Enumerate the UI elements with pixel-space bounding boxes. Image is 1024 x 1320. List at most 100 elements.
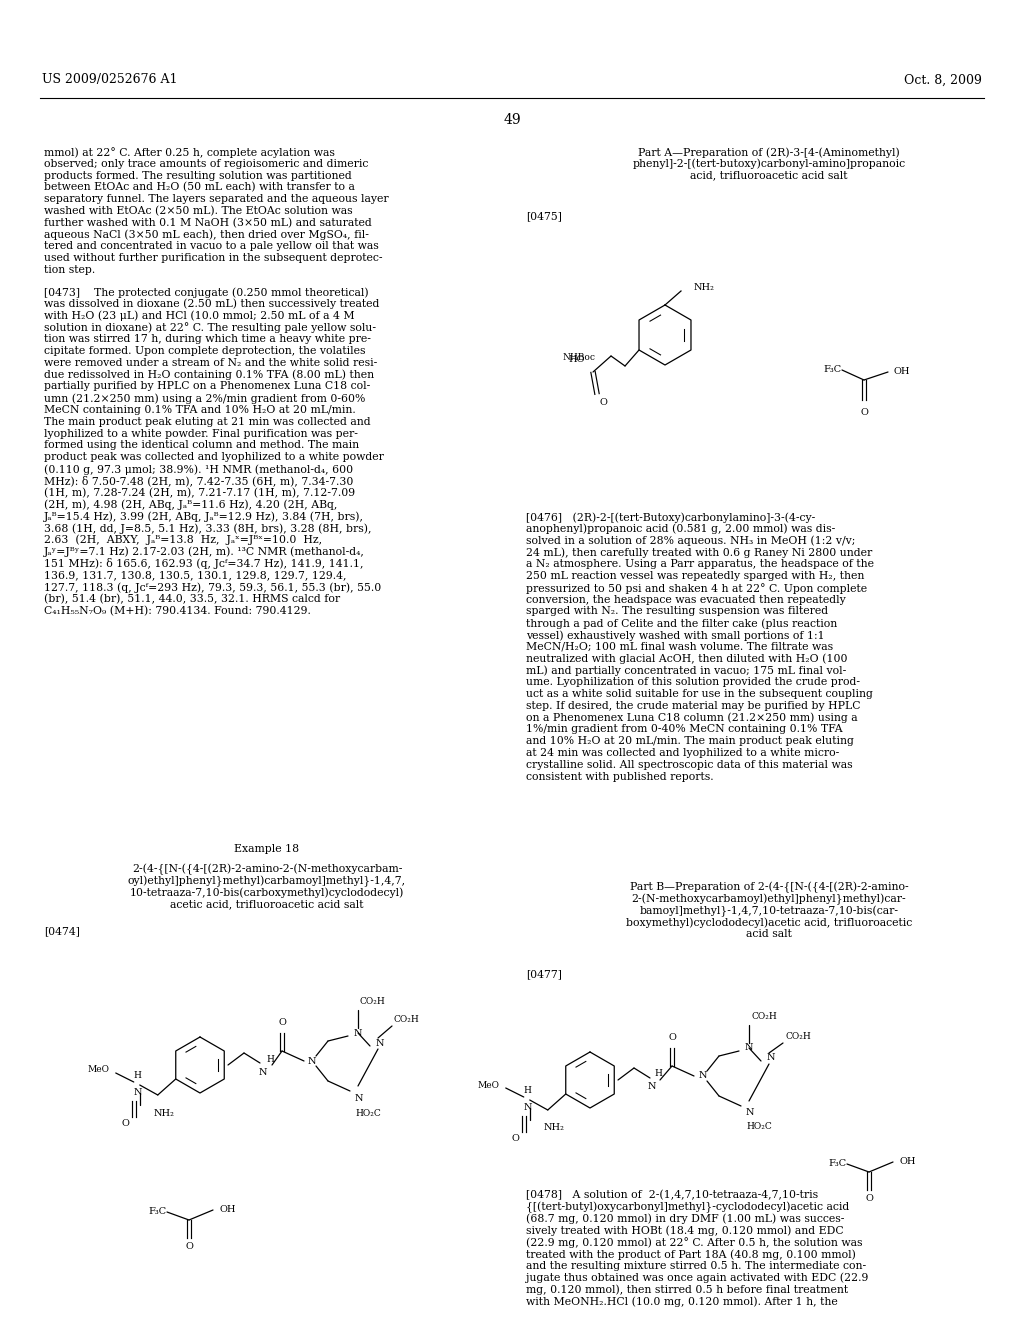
Text: N: N	[746, 1107, 755, 1117]
Text: OH: OH	[219, 1205, 236, 1214]
Text: (68.7 mg, 0.120 mmol) in dry DMF (1.00 mL) was succes-: (68.7 mg, 0.120 mmol) in dry DMF (1.00 m…	[526, 1213, 845, 1224]
Text: (0.110 g, 97.3 μmol; 38.9%). ¹H NMR (methanol-d₄, 600: (0.110 g, 97.3 μmol; 38.9%). ¹H NMR (met…	[44, 465, 353, 475]
Text: between EtOAc and H₂O (50 mL each) with transfer to a: between EtOAc and H₂O (50 mL each) with …	[44, 182, 355, 193]
Text: N: N	[745, 1044, 754, 1052]
Text: tered and concentrated in vacuo to a pale yellow oil that was: tered and concentrated in vacuo to a pal…	[44, 242, 379, 251]
Text: sparged with N₂. The resulting suspension was filtered: sparged with N₂. The resulting suspensio…	[526, 606, 828, 616]
Text: due redissolved in H₂O containing 0.1% TFA (8.00 mL) then: due redissolved in H₂O containing 0.1% T…	[44, 370, 374, 380]
Text: bamoyl]methyl}-1,4,7,10-tetraaza-7,10-bis(car-: bamoyl]methyl}-1,4,7,10-tetraaza-7,10-bi…	[640, 906, 898, 917]
Text: [0477]: [0477]	[526, 969, 562, 979]
Text: [0473]    The protected conjugate (0.250 mmol theoretical): [0473] The protected conjugate (0.250 mm…	[44, 286, 369, 297]
Text: pressurized to 50 psi and shaken 4 h at 22° C. Upon complete: pressurized to 50 psi and shaken 4 h at …	[526, 583, 867, 594]
Text: sively treated with HOBt (18.4 mg, 0.120 mmol) and EDC: sively treated with HOBt (18.4 mg, 0.120…	[526, 1225, 844, 1236]
Text: partially purified by HPLC on a Phenomenex Luna C18 col-: partially purified by HPLC on a Phenomen…	[44, 381, 371, 392]
Text: acid salt: acid salt	[746, 929, 792, 940]
Text: vessel) exhaustively washed with small portions of 1:1: vessel) exhaustively washed with small p…	[526, 630, 824, 640]
Text: N: N	[699, 1072, 708, 1081]
Text: jugate thus obtained was once again activated with EDC (22.9: jugate thus obtained was once again acti…	[526, 1272, 868, 1283]
Text: further washed with 0.1 M NaOH (3×50 mL) and saturated: further washed with 0.1 M NaOH (3×50 mL)…	[44, 218, 372, 228]
Text: product peak was collected and lyophilized to a white powder: product peak was collected and lyophiliz…	[44, 453, 384, 462]
Text: mL) and partially concentrated in vacuo; 175 mL final vol-: mL) and partially concentrated in vacuo;…	[526, 665, 846, 676]
Text: H: H	[654, 1068, 662, 1077]
Text: neutralized with glacial AcOH, then diluted with H₂O (100: neutralized with glacial AcOH, then dilu…	[526, 653, 848, 664]
Text: with MeONH₂.HCl (10.0 mg, 0.120 mmol). After 1 h, the: with MeONH₂.HCl (10.0 mg, 0.120 mmol). A…	[526, 1296, 838, 1307]
Text: mmol) at 22° C. After 0.25 h, complete acylation was: mmol) at 22° C. After 0.25 h, complete a…	[44, 147, 335, 158]
Text: 2.63  (2H,  ABXY,  Jₐᴮ=13.8  Hz,  Jₐˣ=Jᴮˣ=10.0  Hz,: 2.63 (2H, ABXY, Jₐᴮ=13.8 Hz, Jₐˣ=Jᴮˣ=10.…	[44, 535, 323, 545]
Text: separatory funnel. The layers separated and the aqueous layer: separatory funnel. The layers separated …	[44, 194, 389, 205]
Text: oyl)ethyl]phenyl}methyl)carbamoyl]methyl}-1,4,7,: oyl)ethyl]phenyl}methyl)carbamoyl]methyl…	[128, 875, 407, 887]
Text: H: H	[134, 1071, 141, 1080]
Text: Jₐʸ=Jᴮʸ=7.1 Hz) 2.17-2.03 (2H, m). ¹³C NMR (methanol-d₄,: Jₐʸ=Jᴮʸ=7.1 Hz) 2.17-2.03 (2H, m). ¹³C N…	[44, 546, 365, 557]
Text: were removed under a stream of N₂ and the white solid resi-: were removed under a stream of N₂ and th…	[44, 358, 377, 368]
Text: 127.7, 118.3 (q, Jᴄᶠ=293 Hz), 79.3, 59.3, 56.1, 55.3 (br), 55.0: 127.7, 118.3 (q, Jᴄᶠ=293 Hz), 79.3, 59.3…	[44, 582, 381, 593]
Text: 24 mL), then carefully treated with 0.6 g Raney Ni 2800 under: 24 mL), then carefully treated with 0.6 …	[526, 548, 872, 558]
Text: O: O	[122, 1119, 130, 1129]
Text: MHz): δ 7.50-7.48 (2H, m), 7.42-7.35 (6H, m), 7.34-7.30: MHz): δ 7.50-7.48 (2H, m), 7.42-7.35 (6H…	[44, 475, 353, 487]
Text: lyophilized to a white powder. Final purification was per-: lyophilized to a white powder. Final pur…	[44, 429, 357, 438]
Text: crystalline solid. All spectroscopic data of this material was: crystalline solid. All spectroscopic dat…	[526, 760, 853, 770]
Text: mg, 0.120 mmol), then stirred 0.5 h before final treatment: mg, 0.120 mmol), then stirred 0.5 h befo…	[526, 1284, 848, 1295]
Text: N: N	[259, 1068, 267, 1077]
Text: 49: 49	[503, 114, 521, 127]
Text: CO₂H: CO₂H	[360, 997, 386, 1006]
Text: (br), 51.4 (br), 51.1, 44.0, 33.5, 32.1. HRMS calcd for: (br), 51.4 (br), 51.1, 44.0, 33.5, 32.1.…	[44, 594, 340, 605]
Text: (1H, m), 7.28-7.24 (2H, m), 7.21-7.17 (1H, m), 7.12-7.09: (1H, m), 7.28-7.24 (2H, m), 7.21-7.17 (1…	[44, 487, 355, 498]
Text: NHBoc: NHBoc	[562, 354, 595, 363]
Text: and the resulting mixture stirred 0.5 h. The intermediate con-: and the resulting mixture stirred 0.5 h.…	[526, 1261, 866, 1271]
Text: step. If desired, the crude material may be purified by HPLC: step. If desired, the crude material may…	[526, 701, 860, 710]
Text: 3.68 (1H, dd, J=8.5, 5.1 Hz), 3.33 (8H, brs), 3.28 (8H, brs),: 3.68 (1H, dd, J=8.5, 5.1 Hz), 3.33 (8H, …	[44, 523, 372, 533]
Text: NH₂: NH₂	[694, 284, 715, 293]
Text: The main product peak eluting at 21 min was collected and: The main product peak eluting at 21 min …	[44, 417, 371, 426]
Text: Example 18: Example 18	[234, 843, 300, 854]
Text: Part A—Preparation of (2R)-3-[4-(Aminomethyl): Part A—Preparation of (2R)-3-[4-(Aminome…	[638, 147, 900, 157]
Text: aqueous NaCl (3×50 mL each), then dried over MgSO₄, fil-: aqueous NaCl (3×50 mL each), then dried …	[44, 230, 369, 240]
Text: Part B—Preparation of 2-(4-{[N-({4-[(2R)-2-amino-: Part B—Preparation of 2-(4-{[N-({4-[(2R)…	[630, 882, 908, 894]
Text: 1%/min gradient from 0-40% MeCN containing 0.1% TFA: 1%/min gradient from 0-40% MeCN containi…	[526, 725, 843, 734]
Text: uct as a white solid suitable for use in the subsequent coupling: uct as a white solid suitable for use in…	[526, 689, 872, 700]
Text: MeCN/H₂O; 100 mL final wash volume. The filtrate was: MeCN/H₂O; 100 mL final wash volume. The …	[526, 642, 834, 652]
Text: US 2009/0252676 A1: US 2009/0252676 A1	[42, 74, 177, 87]
Text: N: N	[376, 1039, 384, 1048]
Text: N: N	[133, 1088, 142, 1097]
Text: with H₂O (23 μL) and HCl (10.0 mmol; 2.50 mL of a 4 M: with H₂O (23 μL) and HCl (10.0 mmol; 2.5…	[44, 310, 354, 321]
Text: phenyl]-2-[(tert-butoxy)carbonyl-amino]propanoic: phenyl]-2-[(tert-butoxy)carbonyl-amino]p…	[633, 158, 905, 169]
Text: O: O	[860, 408, 868, 417]
Text: {[(tert-butyl)oxycarbonyl]methyl}-cyclododecyl)acetic acid: {[(tert-butyl)oxycarbonyl]methyl}-cyclod…	[526, 1201, 849, 1213]
Text: HO: HO	[568, 355, 585, 364]
Text: 2-(4-{[N-({4-[(2R)-2-amino-2-(N-methoxycarbam-: 2-(4-{[N-({4-[(2R)-2-amino-2-(N-methoxyc…	[132, 865, 402, 875]
Text: used without further purification in the subsequent deprotec-: used without further purification in the…	[44, 253, 383, 263]
Text: [0475]: [0475]	[526, 211, 562, 220]
Text: acetic acid, trifluoroacetic acid salt: acetic acid, trifluoroacetic acid salt	[170, 899, 364, 909]
Text: and 10% H₂O at 20 mL/min. The main product peak eluting: and 10% H₂O at 20 mL/min. The main produ…	[526, 737, 854, 746]
Text: H: H	[524, 1086, 531, 1096]
Text: tion was stirred 17 h, during which time a heavy white pre-: tion was stirred 17 h, during which time…	[44, 334, 371, 345]
Text: conversion, the headspace was evacuated then repeatedly: conversion, the headspace was evacuated …	[526, 594, 846, 605]
Text: N: N	[648, 1082, 656, 1092]
Text: at 24 min was collected and lyophilized to a white micro-: at 24 min was collected and lyophilized …	[526, 748, 840, 758]
Text: CO₂H: CO₂H	[394, 1015, 420, 1024]
Text: tion step.: tion step.	[44, 265, 95, 275]
Text: MeO: MeO	[478, 1081, 500, 1089]
Text: NH₂: NH₂	[154, 1109, 175, 1118]
Text: [0474]: [0474]	[44, 927, 80, 936]
Text: O: O	[668, 1034, 676, 1041]
Text: OH: OH	[899, 1158, 915, 1167]
Text: C₄₁H₅₅N₇O₉ (M+H): 790.4134. Found: 790.4129.: C₄₁H₅₅N₇O₉ (M+H): 790.4134. Found: 790.4…	[44, 606, 311, 616]
Text: CO₂H: CO₂H	[751, 1012, 777, 1020]
Text: MeCN containing 0.1% TFA and 10% H₂O at 20 mL/min.: MeCN containing 0.1% TFA and 10% H₂O at …	[44, 405, 355, 414]
Text: N: N	[354, 1028, 362, 1038]
Text: H: H	[266, 1055, 273, 1064]
Text: 10-tetraaza-7,10-bis(carboxymethyl)cyclododecyl): 10-tetraaza-7,10-bis(carboxymethyl)cyclo…	[130, 887, 404, 898]
Text: treated with the product of Part 18A (40.8 mg, 0.100 mmol): treated with the product of Part 18A (40…	[526, 1249, 856, 1259]
Text: Jₐᴮ=15.4 Hz), 3.99 (2H, ABq, Jₐᴮ=12.9 Hz), 3.84 (7H, brs),: Jₐᴮ=15.4 Hz), 3.99 (2H, ABq, Jₐᴮ=12.9 Hz…	[44, 511, 364, 521]
Text: CO₂H: CO₂H	[785, 1032, 811, 1041]
Text: [0476]   (2R)-2-[(tert-Butoxy)carbonylamino]-3-(4-cy-: [0476] (2R)-2-[(tert-Butoxy)carbonylamin…	[526, 512, 815, 523]
Text: washed with EtOAc (2×50 mL). The EtOAc solution was: washed with EtOAc (2×50 mL). The EtOAc s…	[44, 206, 352, 216]
Text: HO₂C: HO₂C	[746, 1122, 772, 1131]
Text: 136.9, 131.7, 130.8, 130.5, 130.1, 129.8, 129.7, 129.4,: 136.9, 131.7, 130.8, 130.5, 130.1, 129.8…	[44, 570, 346, 581]
Text: through a pad of Celite and the filter cake (plus reaction: through a pad of Celite and the filter c…	[526, 618, 838, 628]
Text: F₃C: F₃C	[148, 1208, 167, 1217]
Text: Oct. 8, 2009: Oct. 8, 2009	[904, 74, 982, 87]
Text: N: N	[308, 1056, 316, 1065]
Text: N: N	[355, 1094, 364, 1104]
